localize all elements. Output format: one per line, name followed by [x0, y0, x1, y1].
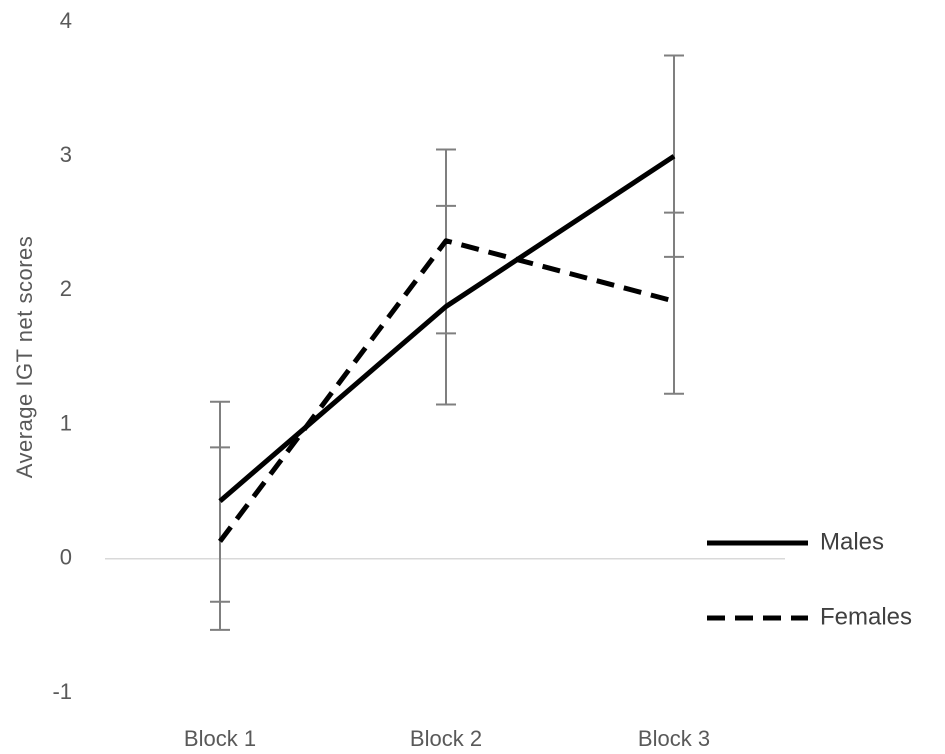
x-tick-label: Block 2 [410, 726, 482, 751]
axis-layer: -1 0 1 2 3 4 Block 1 Block 2 Block 3 [52, 8, 785, 751]
legend-label-males: Males [820, 528, 884, 555]
y-axis-title: Average IGT net scores [12, 236, 37, 479]
x-tick-label: Block 1 [184, 726, 256, 751]
legend: Males Females [707, 528, 912, 630]
y-tick-label: 3 [60, 142, 72, 167]
y-tick-label: -1 [52, 679, 72, 704]
y-tick-label: 4 [60, 8, 72, 33]
y-tick-label: 0 [60, 545, 72, 570]
series-layer [218, 154, 676, 543]
error-bars-layer [210, 54, 684, 631]
legend-label-females: Females [820, 603, 912, 630]
series-line-females [218, 238, 675, 543]
series-line-males [218, 154, 676, 503]
y-tick-label: 2 [60, 276, 72, 301]
x-tick-label: Block 3 [638, 726, 710, 751]
y-tick-label: 1 [60, 410, 72, 435]
